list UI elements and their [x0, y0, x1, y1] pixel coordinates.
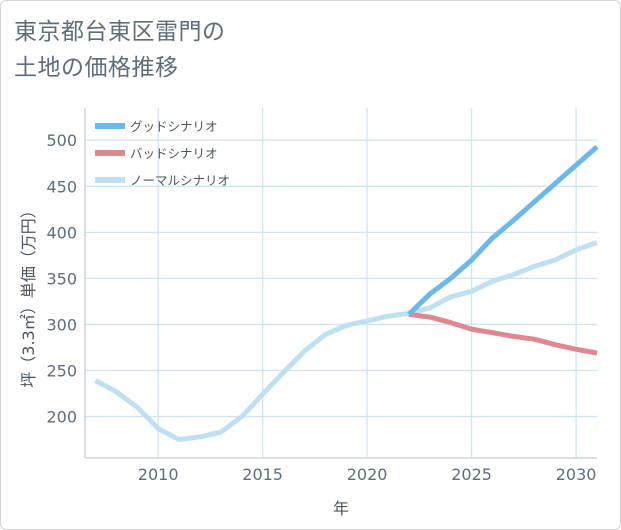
series-lines [94, 144, 599, 443]
y-tick-label: 200 [46, 408, 77, 427]
x-tick-label: 2020 [347, 465, 388, 484]
x-axis-label: 年 [333, 499, 349, 518]
grid-lines [85, 108, 597, 458]
chart-title: 東京都台東区雷門の 土地の価格推移 [14, 14, 226, 86]
legend-label-normal: ノーマルシナリオ [130, 173, 230, 188]
y-axis-label: 坪（3.3㎡）単価（万円） [19, 202, 38, 387]
x-tick-labels: 2010 2015 2020 2025 2030 [138, 465, 597, 484]
series-line-good [407, 144, 599, 317]
x-tick-label: 2015 [242, 465, 283, 484]
axes [84, 108, 597, 459]
y-tick-label: 400 [46, 223, 77, 242]
y-tick-label: 300 [46, 315, 77, 334]
x-tick-label: 2025 [451, 465, 492, 484]
y-tick-label: 250 [46, 362, 77, 381]
series-line-bad [408, 311, 598, 356]
y-tick-label: 500 [46, 131, 77, 150]
legend-label-good: グッドシナリオ [130, 119, 218, 134]
legend-label-bad: バッドシナリオ [130, 146, 218, 161]
chart-title-line-2: 土地の価格推移 [14, 55, 179, 81]
y-tick-label: 350 [46, 269, 77, 288]
x-tick-label: 2030 [556, 465, 597, 484]
x-tick-label: 2010 [138, 465, 179, 484]
chart-title-line-1: 東京都台東区雷門の [14, 19, 226, 45]
y-tick-labels: 200 250 300 350 400 450 500 [46, 131, 77, 426]
series-line-normal [94, 240, 598, 443]
y-tick-label: 450 [46, 177, 77, 196]
